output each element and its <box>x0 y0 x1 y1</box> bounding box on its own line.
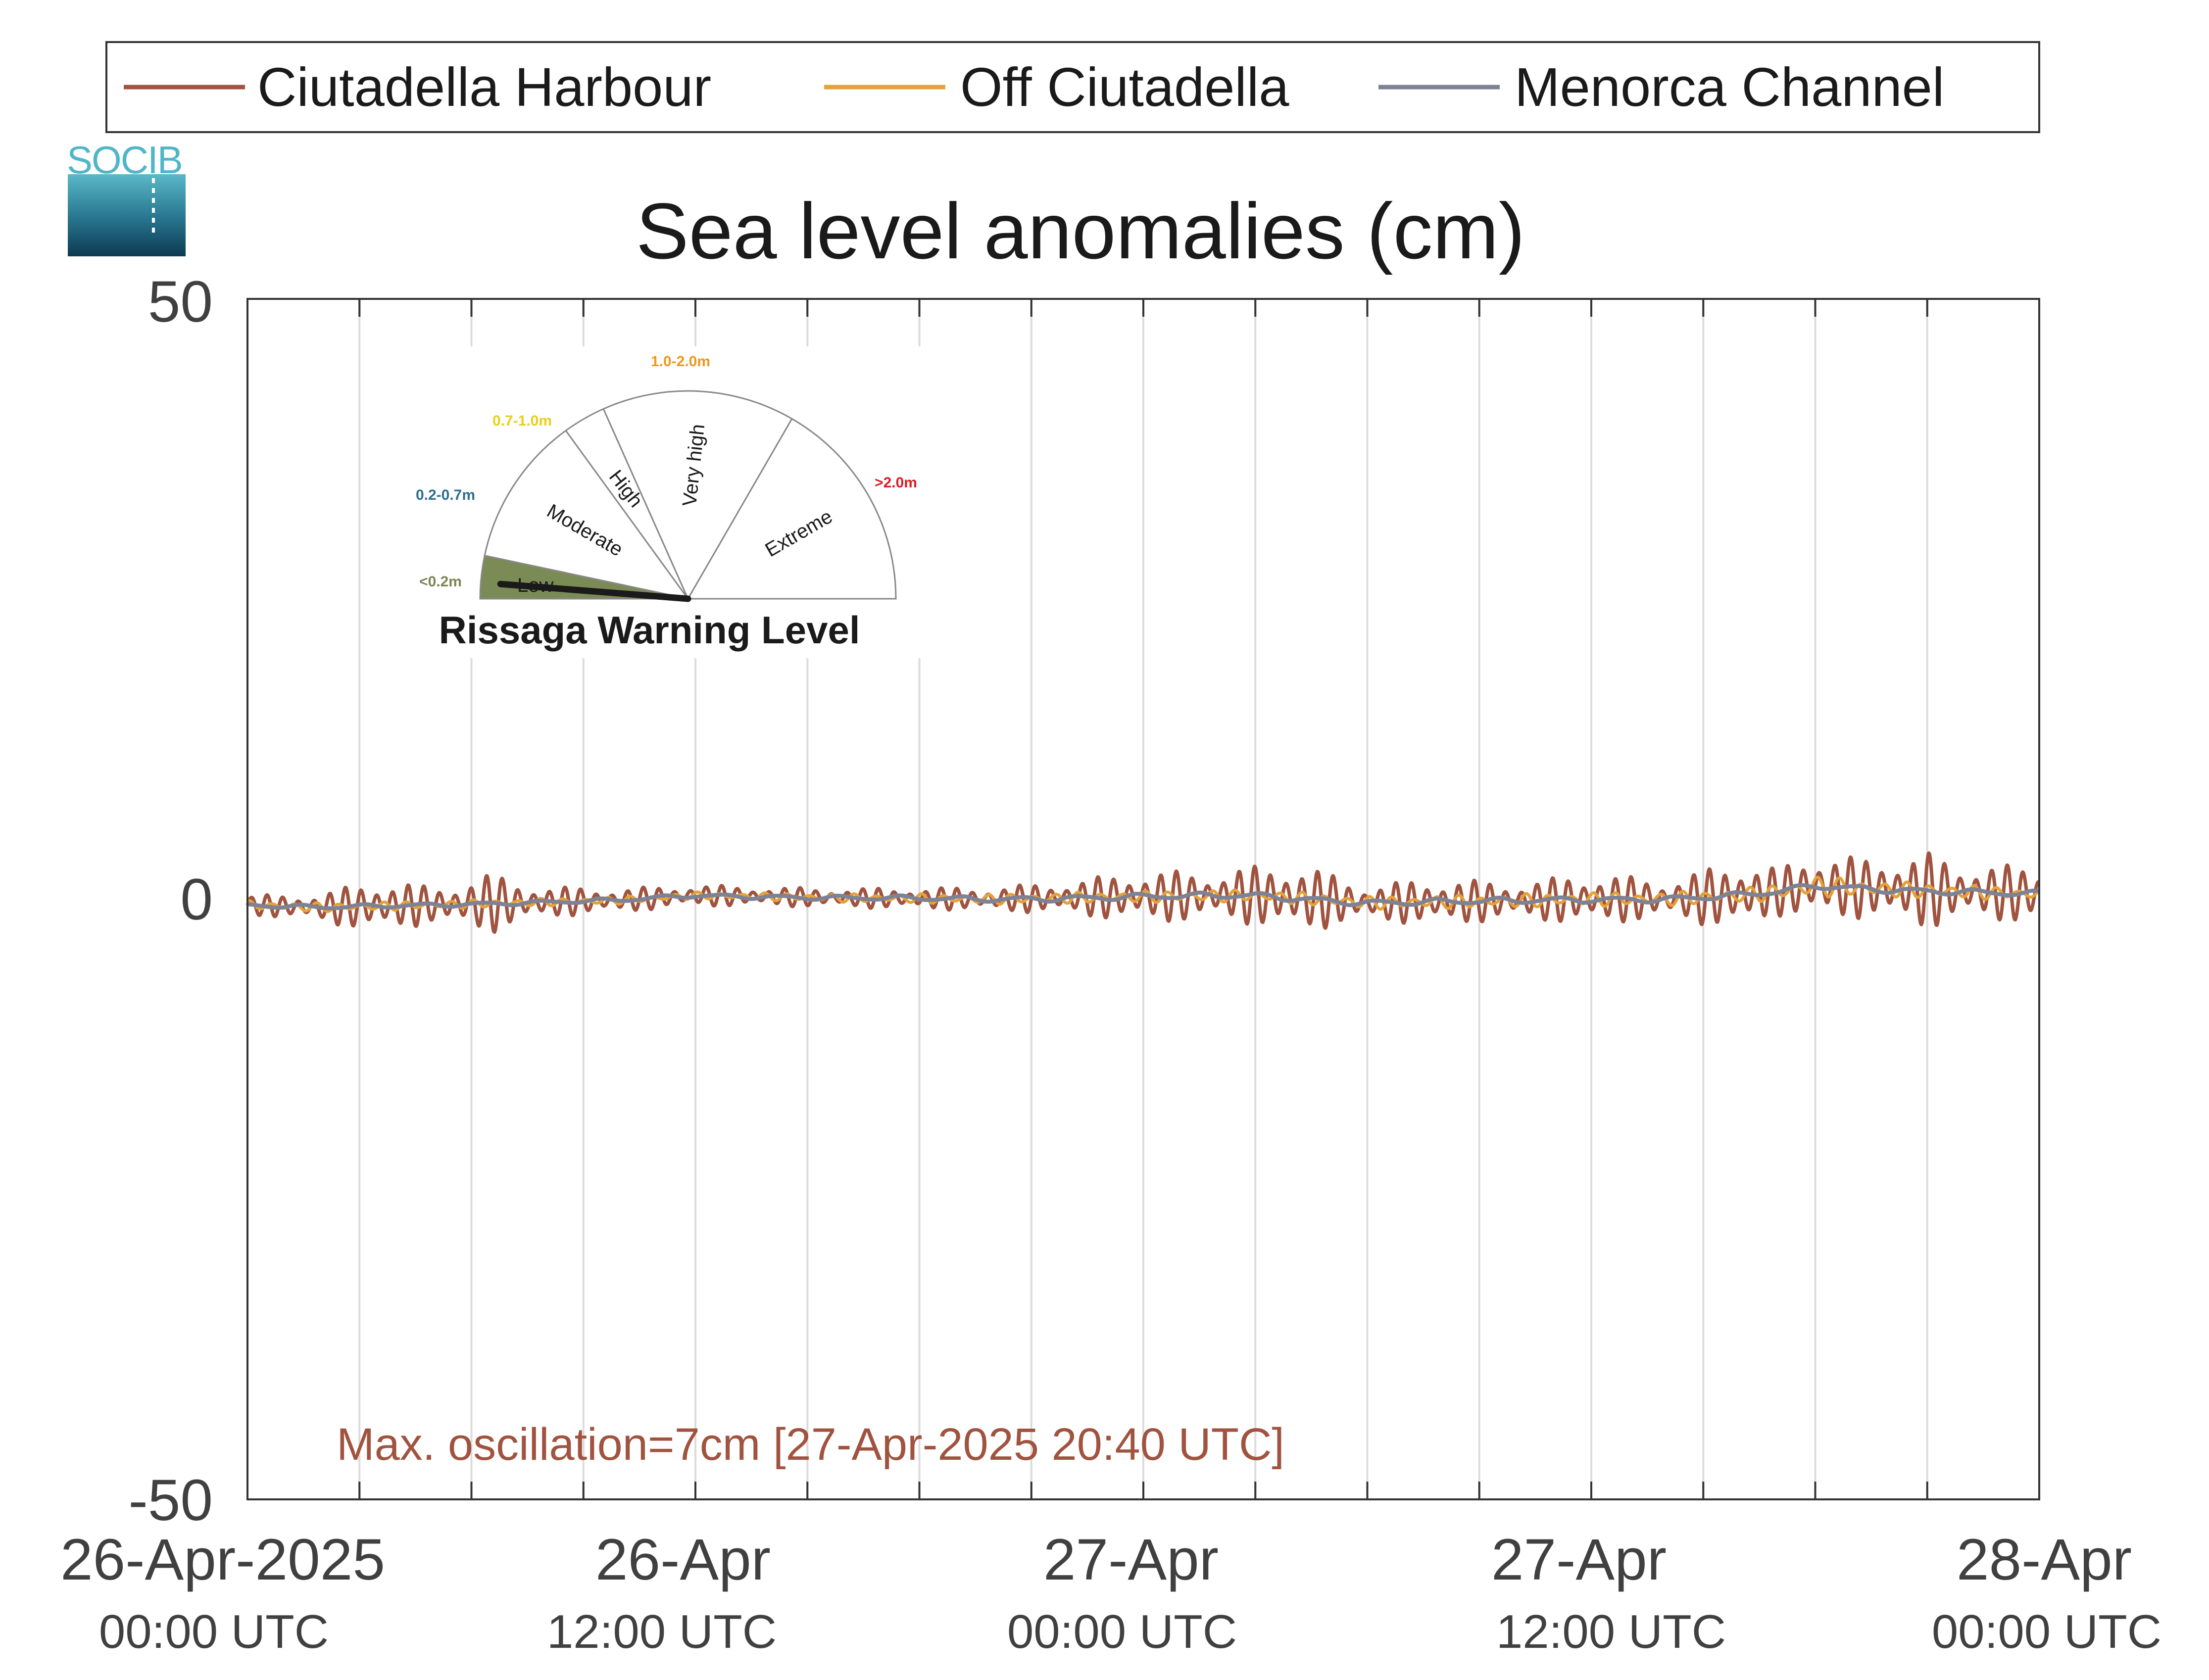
gauge-range-label: >2.0m <box>875 475 917 491</box>
gauge-range-label: 0.2-0.7m <box>416 487 475 503</box>
x-tick-marks <box>358 299 1928 1499</box>
gauge-sector-very-high <box>602 390 793 601</box>
gauge-range-label: 1.0-2.0m <box>651 353 710 370</box>
series-line-menorca-channel <box>246 883 2041 911</box>
x-tick-time-4: 00:00 UTC <box>1932 1605 2161 1658</box>
legend-label-menorca-channel: Menorca Channel <box>1515 57 1944 118</box>
gauge-needle <box>497 580 691 602</box>
x-tick-time-3: 12:00 UTC <box>1496 1605 1726 1658</box>
gauge-range-labels: <0.2m 0.2-0.7m 0.7-1.0m 1.0-2.0m >2.0m <box>416 353 917 590</box>
socib-logo: SOCIB <box>67 138 186 256</box>
x-tick-time-2: 00:00 UTC <box>1007 1605 1237 1658</box>
logo-wave-block <box>68 174 186 256</box>
x-tick-date-1: 26-Apr <box>595 1527 771 1592</box>
x-tick-date-4: 28-Apr <box>1957 1527 2132 1592</box>
gauge-sector-extreme <box>687 418 897 600</box>
series-lines <box>245 851 2041 934</box>
legend-label-ciutadella-harbour: Ciutadella Harbour <box>257 57 711 118</box>
y-tick-label-bottom: -50 <box>128 1468 213 1533</box>
max-oscillation-annotation: Max. oscillation=7cm [27-Apr-2025 20:40 … <box>337 1419 1284 1470</box>
x-tick-time-1: 12:00 UTC <box>547 1605 777 1658</box>
x-tick-date-2: 27-Apr <box>1043 1527 1219 1592</box>
legend-box <box>105 41 2040 133</box>
legend-label-off-ciutadella: Off Ciutadella <box>960 57 1289 118</box>
y-tick-label-mid: 0 <box>180 867 213 932</box>
gauge-range-label: 0.7-1.0m <box>492 413 552 429</box>
x-tick-date-3: 27-Apr <box>1491 1527 1667 1592</box>
x-tick-time-0: 00:00 UTC <box>99 1605 329 1658</box>
gauge-sector-moderate <box>484 430 690 600</box>
gauge-range-label: <0.2m <box>419 574 462 590</box>
y-tick-label-top: 50 <box>148 269 213 335</box>
x-tick-labels: 26-Apr-2025 00:00 UTC 26-Apr 12:00 UTC 2… <box>60 1527 2161 1658</box>
chart-title: Sea level anomalies (cm) <box>636 187 1525 275</box>
gauge-sectors <box>479 390 897 601</box>
gauge-title: Rissaga Warning Level <box>439 608 860 652</box>
legend: Ciutadella Harbour Off Ciutadella Menorc… <box>105 41 2040 133</box>
x-tick-date-0: 26-Apr-2025 <box>60 1527 385 1592</box>
